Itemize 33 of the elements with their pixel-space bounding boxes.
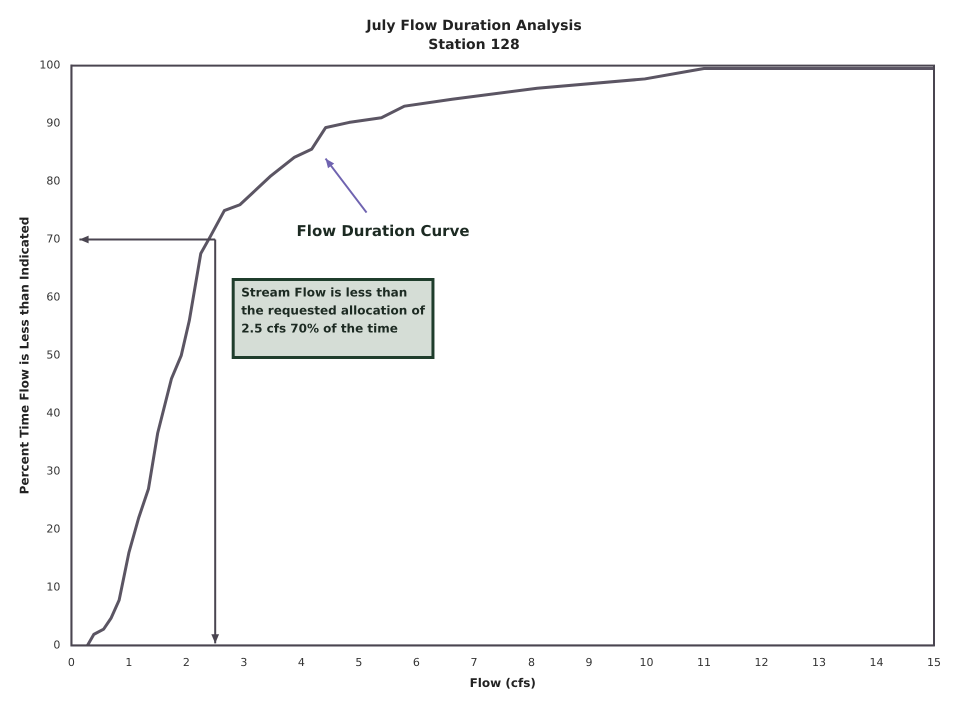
x-tick-label: 11 [696, 656, 711, 669]
x-tick-label: 2 [182, 656, 190, 669]
x-tick-label: 7 [470, 656, 478, 669]
x-tick-label: 0 [68, 656, 75, 669]
y-tick-label: 60 [46, 290, 60, 304]
x-tick-label: 4 [298, 656, 305, 669]
y-tick-label: 80 [46, 174, 60, 188]
y-tick-label: 0 [53, 638, 60, 652]
x-tick-label: 14 [869, 656, 884, 669]
y-tick-label: 40 [46, 406, 60, 420]
y-axis-title: Percent Time Flow is Less than Indicated [17, 216, 32, 494]
y-tick-label: 20 [46, 522, 60, 536]
chart-title: July Flow Duration Analysis [365, 18, 582, 34]
x-tick-label: 1 [125, 656, 132, 669]
y-tick-label: 10 [46, 580, 60, 594]
annotation: Stream Flow is less than the requested allocation of 2.5 cfs 70% of the time [241, 286, 426, 336]
x-tick-label: 10 [639, 656, 654, 669]
y-tick-label: 90 [46, 116, 60, 130]
y-tick-label: 50 [46, 348, 60, 362]
x-tick-label: 3 [240, 656, 248, 669]
x-tick-label: 9 [585, 656, 592, 669]
x-tick-label: 8 [528, 656, 535, 669]
annotation: Flow Duration Curve [296, 222, 470, 240]
x-tick-label: 12 [754, 656, 768, 669]
x-tick-label: 6 [412, 656, 420, 669]
y-tick-label: 70 [46, 232, 60, 246]
x-axis-title: Flow (cfs) [470, 676, 536, 690]
x-tick-label: 15 [927, 656, 941, 669]
x-tick-label: 5 [355, 656, 362, 669]
y-tick-label: 30 [46, 464, 60, 478]
chart-subtitle: Station 128 [428, 36, 520, 53]
x-tick-label: 13 [812, 656, 826, 669]
y-tick-label: 100 [39, 58, 60, 72]
